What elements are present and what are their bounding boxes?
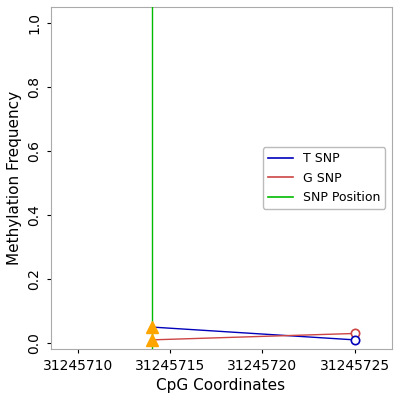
Y-axis label: Methylation Frequency: Methylation Frequency [7, 91, 22, 265]
Legend: T SNP, G SNP, SNP Position: T SNP, G SNP, SNP Position [263, 148, 385, 209]
X-axis label: CpG Coordinates: CpG Coordinates [156, 378, 286, 393]
